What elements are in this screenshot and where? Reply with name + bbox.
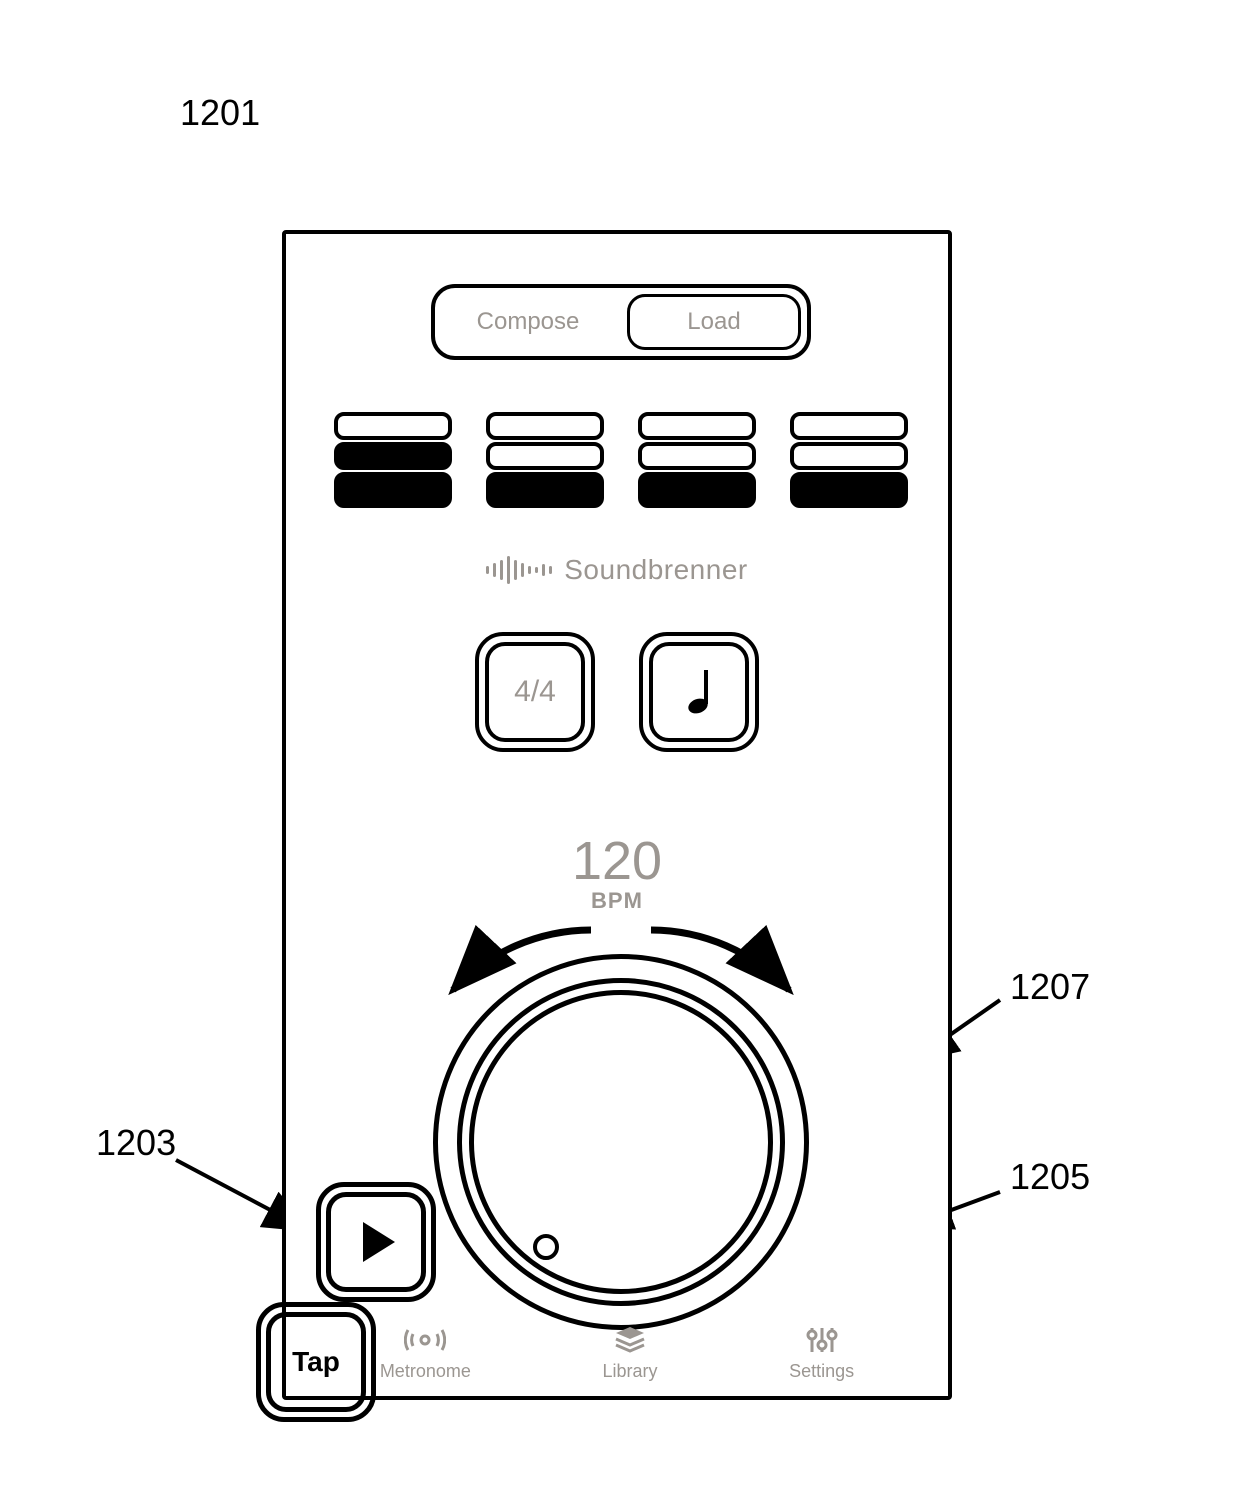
compose-tab-label: Compose xyxy=(477,308,580,336)
tempo-dial[interactable] xyxy=(433,954,809,1330)
dial-ring-inner xyxy=(469,990,773,1294)
timesig-row: 4/4 xyxy=(286,632,948,752)
device-frame: Compose Load Soundb xyxy=(282,230,952,1400)
beat-seg xyxy=(334,412,452,440)
beat-seg xyxy=(334,472,452,508)
note-value-icon xyxy=(649,642,749,742)
beat-2[interactable] xyxy=(486,404,604,508)
beat-seg xyxy=(790,412,908,440)
beat-1[interactable] xyxy=(334,404,452,508)
beat-seg xyxy=(638,472,756,508)
beat-seg xyxy=(486,442,604,470)
brand: Soundbrenner xyxy=(286,554,948,586)
beat-seg xyxy=(486,412,604,440)
brand-text: Soundbrenner xyxy=(564,554,747,586)
nav-label: Settings xyxy=(789,1361,854,1382)
beat-seg xyxy=(486,472,604,508)
bottom-nav: Metronome Library Settings xyxy=(286,1325,948,1382)
brand-wave-icon xyxy=(486,556,552,584)
metronome-icon xyxy=(404,1325,446,1355)
bpm-unit: BPM xyxy=(286,890,948,912)
beat-seg xyxy=(638,442,756,470)
figure-label-1207: 1207 xyxy=(1010,966,1090,1008)
compose-tab[interactable]: Compose xyxy=(435,288,621,356)
library-icon xyxy=(612,1325,648,1355)
mode-segmented-control: Compose Load xyxy=(431,284,811,360)
nav-label: Library xyxy=(602,1361,657,1382)
play-triangle-icon xyxy=(363,1222,395,1262)
load-tab[interactable]: Load xyxy=(621,288,807,356)
beat-seg xyxy=(790,442,908,470)
nav-metronome[interactable]: Metronome xyxy=(380,1325,471,1382)
beat-3[interactable] xyxy=(638,404,756,508)
settings-sliders-icon xyxy=(804,1325,840,1355)
bpm-value: 120 xyxy=(286,834,948,888)
time-signature-label: 4/4 xyxy=(485,642,585,742)
dial-position-dot xyxy=(533,1234,559,1260)
time-signature-button[interactable]: 4/4 xyxy=(475,632,595,752)
figure-label-1205: 1205 xyxy=(1010,1156,1090,1198)
figure-label-1203: 1203 xyxy=(96,1122,176,1164)
note-value-button[interactable] xyxy=(639,632,759,752)
nav-library[interactable]: Library xyxy=(602,1325,657,1382)
quarter-note-icon xyxy=(684,668,714,716)
beat-seg xyxy=(334,442,452,470)
play-icon xyxy=(326,1192,426,1292)
figure-label-1201: 1201 xyxy=(180,92,260,134)
beat-4[interactable] xyxy=(790,404,908,508)
bpm-display: 120 BPM xyxy=(286,834,948,912)
nav-label: Metronome xyxy=(380,1361,471,1382)
nav-settings[interactable]: Settings xyxy=(789,1325,854,1382)
beat-accent-row xyxy=(334,404,908,508)
beat-seg xyxy=(638,412,756,440)
play-button[interactable] xyxy=(316,1182,436,1302)
load-tab-label: Load xyxy=(687,308,740,336)
beat-seg xyxy=(790,472,908,508)
